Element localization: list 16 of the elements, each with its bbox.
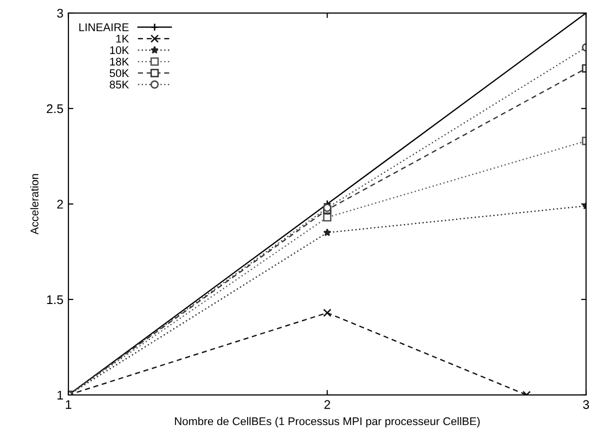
y-tick-label: 1.5 bbox=[47, 295, 64, 304]
x-tick-label: 3 bbox=[583, 400, 589, 409]
y-tick-label: 1 bbox=[58, 390, 63, 400]
x-axis-title: Nombre de CellBEs (1 Processus MPI par processeur CellBE) bbox=[175, 417, 480, 428]
y-axis-title: Acceleration bbox=[30, 174, 38, 235]
legend-label: 1K bbox=[116, 34, 129, 43]
y-tick-label: 3 bbox=[57, 8, 64, 18]
y-tick-label: 2 bbox=[57, 200, 63, 209]
x-tick-label: 2 bbox=[324, 400, 330, 409]
legend-label: 50K bbox=[110, 69, 129, 78]
legend-label: 18K bbox=[110, 58, 129, 66]
x-tick-label: 1 bbox=[66, 400, 72, 409]
legend-label: 10K bbox=[110, 46, 129, 54]
legend-label: LINEAIRE bbox=[79, 23, 129, 32]
legend-label: 85K bbox=[110, 80, 129, 89]
y-tick-label: 2.5 bbox=[46, 104, 64, 114]
